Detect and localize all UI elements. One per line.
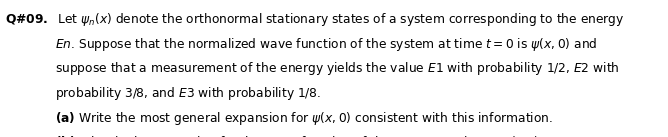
Text: $\mathbf{Q\#09.}$  Let $\psi_n(x)$ denote the orthonormal stationary states of a: $\mathbf{Q\#09.}$ Let $\psi_n(x)$ denote… xyxy=(5,11,625,28)
Text: probability 3/8, and $E3$ with probability 1/8.: probability 3/8, and $E3$ with probabili… xyxy=(55,85,321,102)
Text: $En$. Suppose that the normalized wave function of the system at time $t = 0$ is: $En$. Suppose that the normalized wave f… xyxy=(55,36,597,53)
Text: $\mathbf{(a)}$ Write the most general expansion for $\psi(x, 0)$ consistent with: $\mathbf{(a)}$ Write the most general ex… xyxy=(55,110,552,127)
Text: suppose that a measurement of the energy yields the value $E1$ with probability : suppose that a measurement of the energy… xyxy=(55,60,619,77)
Text: $\mathbf{(b)}$ What is the expansion for the wave function of the system at time: $\mathbf{(b)}$ What is the expansion for… xyxy=(55,134,546,137)
